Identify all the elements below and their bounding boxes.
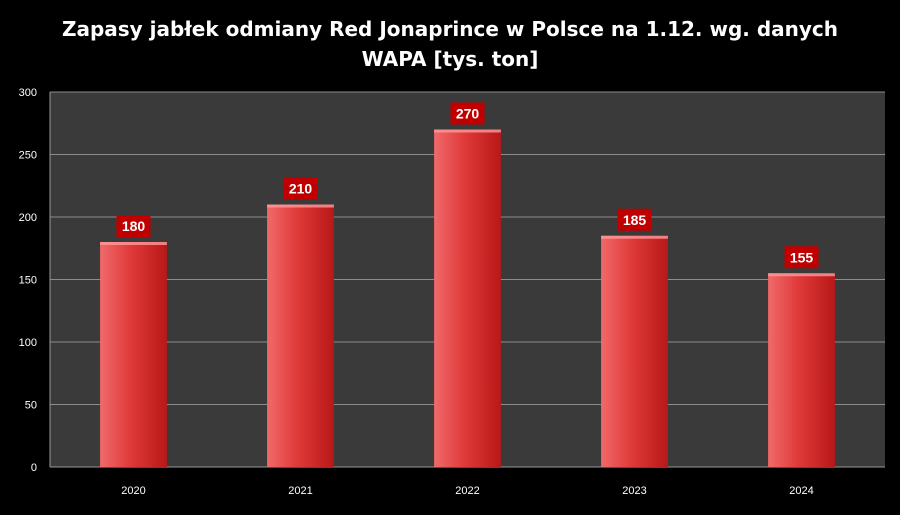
bar-highlight: [768, 273, 835, 277]
bars: [100, 129, 835, 467]
y-tick-label: 300: [19, 87, 37, 99]
bar-highlight: [434, 129, 501, 133]
bar-highlight: [100, 242, 167, 245]
data-label: 155: [790, 249, 814, 265]
chart-title: Zapasy jabłek odmiany Red Jonaprince w P…: [61, 17, 839, 71]
data-label-box: [283, 177, 318, 200]
axes: 0 50 100 150 200 250 300 2020 2021 2022 2023 2024: [19, 87, 885, 497]
data-labels: 180 210 270 185 155: [116, 102, 819, 269]
bar-highlight: [267, 204, 334, 208]
bar: [434, 129, 501, 467]
x-tick-label: 2022: [455, 485, 479, 497]
y-tick-label: 150: [19, 275, 37, 287]
x-tick-label: 2023: [622, 485, 646, 497]
bar: [768, 273, 835, 467]
bar-highlight: [601, 235, 668, 239]
y-tick-label: 0: [31, 462, 37, 474]
data-label-box: [450, 102, 485, 125]
x-tick-label: 2024: [789, 485, 813, 497]
y-tick-label: 250: [19, 150, 37, 162]
y-tick-label: 50: [25, 400, 37, 412]
y-tick-label: 200: [19, 212, 37, 224]
bar: [267, 204, 334, 467]
data-label: 180: [122, 218, 146, 234]
data-label: 185: [623, 212, 647, 228]
data-label: 270: [456, 106, 480, 122]
bar: [601, 235, 668, 467]
data-label-box: [617, 208, 652, 231]
data-label: 210: [289, 181, 313, 197]
x-tick-label: 2021: [288, 485, 312, 497]
data-label-box: [784, 246, 819, 269]
y-tick-label: 100: [19, 337, 37, 349]
data-label-box: [116, 215, 151, 237]
x-tick-label: 2020: [121, 485, 145, 497]
bar: [100, 242, 167, 467]
